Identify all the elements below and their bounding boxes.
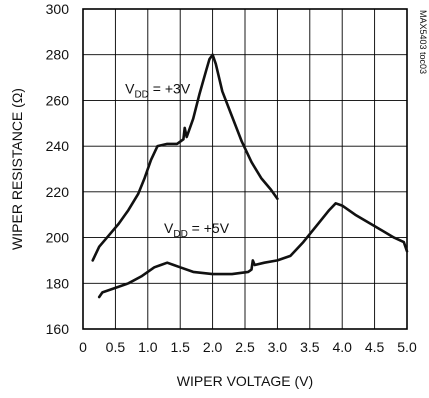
y-tick-label: 160 [46,321,70,337]
series-group [91,53,409,299]
y-tick-label: 220 [46,184,70,200]
x-axis-title: WIPER VOLTAGE (V) [177,373,313,389]
x-tick-label: 1.0 [138,339,158,355]
x-tick-label: 1.5 [170,339,190,355]
series-label-vdd-3v: VDD = +3V [125,81,191,101]
x-tick-label: 2.5 [235,339,255,355]
x-tick-label: 0.5 [106,339,126,355]
y-tick-label: 200 [46,230,70,246]
y-tick-label: 300 [46,1,70,17]
x-tick-label: 2.0 [203,339,223,355]
plot-frame [82,8,408,330]
annotation-group: VDD = +3V VDD = +5V [125,81,230,240]
series-line-vdd-5v [97,202,409,299]
x-tick-label: 5.0 [397,339,417,355]
x-tick-label: 3.0 [268,339,288,355]
x-axis-ticks: 0 0.5 1.0 1.5 2.0 2.5 3.0 3.5 4.0 4.5 5.0 [79,339,417,355]
y-axis-ticks: 160 180 200 220 240 260 280 300 [46,1,70,337]
y-tick-label: 180 [46,275,70,291]
x-tick-label: 3.5 [300,339,320,355]
series-label-vdd-5v: VDD = +5V [164,220,230,240]
y-tick-label: 260 [46,92,70,108]
x-tick-label: 4.0 [332,339,352,355]
figure-code: MAX5403 toc03 [418,10,428,74]
series-line-vdd-3v [91,53,279,262]
y-tick-label: 280 [46,47,70,63]
x-tick-label: 0 [79,339,87,355]
y-tick-label: 240 [46,138,70,154]
y-axis-title: WIPER RESISTANCE (Ω) [9,88,25,250]
x-tick-label: 4.5 [365,339,385,355]
